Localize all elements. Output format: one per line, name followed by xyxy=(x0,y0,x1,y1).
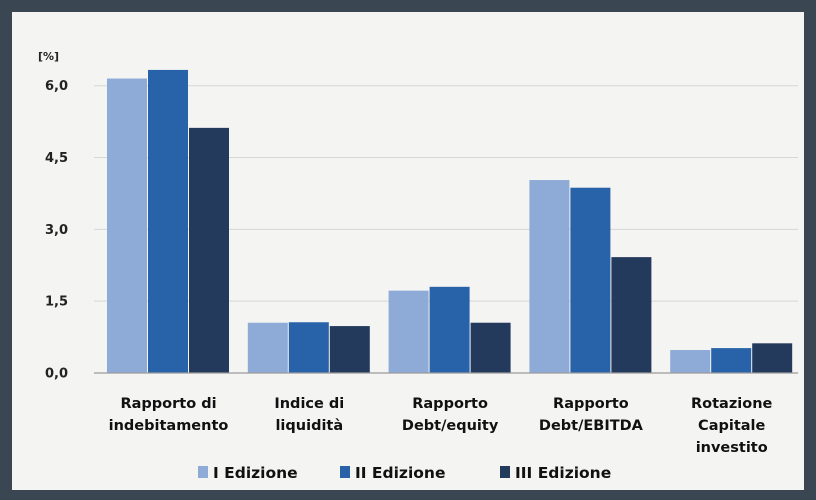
x-category-label-line: investito xyxy=(696,440,768,456)
bar xyxy=(570,187,611,373)
x-category-label: Indice di liquidità xyxy=(274,396,344,434)
legend-swatch xyxy=(198,466,208,478)
y-tick-label: 4,5 xyxy=(45,151,68,166)
x-category-label-line: liquidità xyxy=(275,418,343,434)
chart-frame: 0,0 1,5 3,0 4,5 6,0 Rapporto di indebitamento I… xyxy=(12,12,804,490)
bar xyxy=(148,69,188,373)
y-tick-label: 3,0 xyxy=(45,223,68,238)
bar xyxy=(711,348,752,373)
bar xyxy=(388,290,429,373)
x-category-label-line: Rotazione xyxy=(691,396,773,412)
x-category-label-line: Rapporto xyxy=(412,396,488,412)
bar xyxy=(470,322,511,373)
y-axis-unit-label: [%] xyxy=(38,50,59,63)
bar xyxy=(329,326,370,373)
y-tick-label: 0,0 xyxy=(45,367,68,382)
bars xyxy=(107,69,793,374)
bar xyxy=(611,257,652,373)
x-category-label: Rapporto Debt/equity xyxy=(402,396,499,434)
bar xyxy=(429,286,470,373)
bar xyxy=(752,343,793,373)
x-category-label-line: Debt/equity xyxy=(402,418,499,434)
legend: I Edizione II Edizione III Edizione xyxy=(198,464,611,482)
bar xyxy=(189,127,229,374)
x-category-label-line: Indice di xyxy=(274,396,344,412)
legend-label: III Edizione xyxy=(515,464,611,482)
bar xyxy=(107,78,147,373)
x-category-label-line: Debt/EBITDA xyxy=(539,418,644,434)
legend-label: I Edizione xyxy=(213,464,298,482)
y-tick-label: 1,5 xyxy=(45,295,68,310)
x-category-label: Rapporto di indebitamento xyxy=(109,396,229,434)
x-category-label: Rotazione Capitale investito xyxy=(691,396,773,456)
x-category-label-line: Rapporto xyxy=(553,396,629,412)
bar xyxy=(288,322,329,373)
axes: 0,0 1,5 3,0 4,5 6,0 Rapporto di indebitamento I… xyxy=(45,79,798,456)
y-tick-label: 6,0 xyxy=(45,79,68,94)
x-category-label-line: Capitale xyxy=(698,418,765,434)
x-category-label-line: Rapporto di xyxy=(120,396,216,412)
bar xyxy=(670,350,711,373)
x-category-label: Rapporto Debt/EBITDA xyxy=(539,396,644,434)
legend-swatch xyxy=(500,466,510,478)
bar xyxy=(529,180,570,373)
x-category-label-line: indebitamento xyxy=(109,418,229,434)
bar-chart: 0,0 1,5 3,0 4,5 6,0 Rapporto di indebitamento I… xyxy=(38,50,798,482)
legend-label: II Edizione xyxy=(355,464,445,482)
bar xyxy=(247,322,288,373)
legend-swatch xyxy=(340,466,350,478)
